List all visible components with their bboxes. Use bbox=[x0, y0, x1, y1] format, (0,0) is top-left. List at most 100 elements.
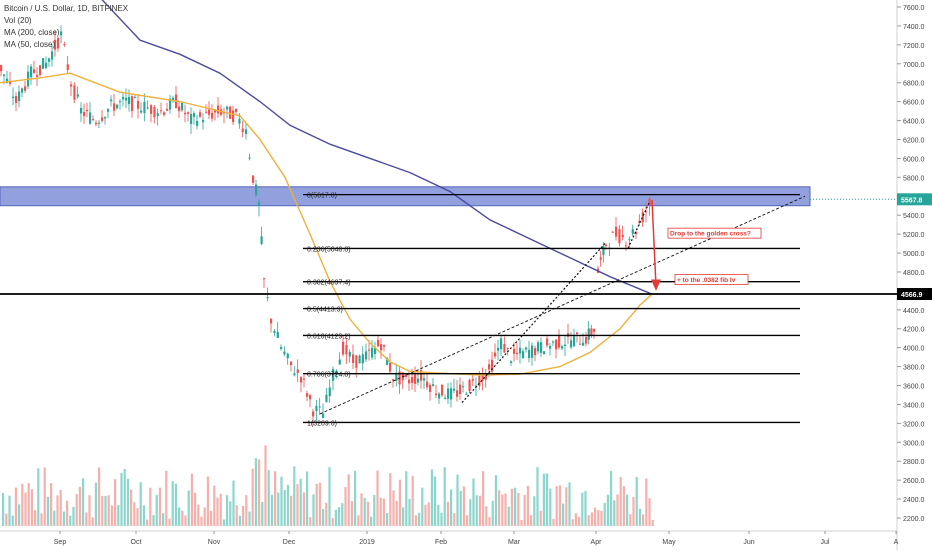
volume-bar bbox=[485, 506, 488, 526]
candle-body bbox=[217, 105, 220, 114]
candle-body bbox=[107, 109, 110, 112]
candle-body bbox=[450, 388, 453, 400]
candle-body bbox=[113, 103, 116, 111]
candle-body bbox=[546, 338, 549, 346]
candle-body bbox=[465, 393, 468, 395]
volume-bar bbox=[53, 510, 56, 526]
volume-bar bbox=[78, 486, 81, 526]
volume-bar bbox=[530, 515, 533, 526]
candle-body bbox=[260, 236, 263, 244]
volume-bar bbox=[434, 476, 437, 526]
candle-body bbox=[6, 78, 9, 83]
price-tick-label: 3800.0 bbox=[903, 365, 925, 372]
candle-body bbox=[199, 112, 202, 117]
candle-body bbox=[110, 99, 113, 102]
candle-body bbox=[60, 31, 63, 36]
candle-body bbox=[116, 104, 119, 109]
volume-bar bbox=[8, 495, 11, 526]
volume-bar bbox=[366, 501, 369, 526]
indicator-volume[interactable]: Vol (20) bbox=[4, 16, 32, 25]
candle-body bbox=[365, 351, 368, 360]
candle-body bbox=[587, 328, 590, 340]
volume-bar bbox=[37, 468, 40, 526]
candle-body bbox=[18, 91, 21, 101]
candle-body bbox=[423, 378, 426, 381]
candle-body bbox=[411, 376, 414, 383]
candle-body bbox=[570, 340, 573, 348]
volume-bar bbox=[606, 494, 609, 526]
candle-body bbox=[383, 345, 386, 347]
volume-bar bbox=[498, 490, 501, 526]
volume-bar bbox=[376, 470, 379, 526]
price-tick-label: 3200.0 bbox=[903, 421, 925, 428]
volume-bar bbox=[293, 466, 296, 526]
price-tick-label: 3400.0 bbox=[903, 402, 925, 409]
candle-body bbox=[522, 351, 525, 359]
volume-bar bbox=[558, 485, 561, 526]
price-tick-label: 5000.0 bbox=[903, 251, 925, 258]
candle-body bbox=[54, 39, 57, 50]
volume-bar bbox=[549, 488, 552, 526]
candle-body bbox=[178, 106, 181, 112]
candle-body bbox=[263, 278, 266, 280]
candle-body bbox=[355, 355, 358, 368]
volume-bar bbox=[581, 492, 584, 526]
volume-bar bbox=[146, 519, 149, 526]
price-tick-label: 7600.0 bbox=[903, 5, 925, 12]
candle-body bbox=[342, 341, 345, 355]
volume-bar bbox=[203, 507, 206, 526]
candle-body bbox=[89, 112, 92, 124]
volume-bar bbox=[395, 501, 398, 526]
volume-bar bbox=[437, 504, 440, 526]
volume-bar bbox=[622, 486, 625, 526]
candle-body bbox=[66, 64, 69, 71]
candle-body bbox=[358, 355, 361, 364]
time-tick-label: Sep bbox=[54, 539, 67, 546]
volume-bar bbox=[226, 495, 229, 526]
volume-bar bbox=[594, 507, 597, 526]
volume-bar bbox=[360, 493, 363, 526]
volume-bar bbox=[309, 517, 312, 526]
volume-bar bbox=[478, 495, 481, 526]
volume-bar bbox=[475, 495, 478, 526]
fib-level-label: 0.618(4129.2) bbox=[307, 333, 351, 340]
indicator-ma50[interactable]: MA (50, close) bbox=[4, 40, 56, 49]
candle-body bbox=[453, 388, 456, 391]
candle-body bbox=[380, 344, 383, 351]
symbol-title: Bitcoin / U.S. Dollar, 1D, BITFINEX bbox=[4, 4, 129, 13]
volume-bar bbox=[318, 482, 321, 526]
drop-arrow-head bbox=[651, 279, 661, 291]
volume-bar bbox=[450, 489, 453, 526]
volume-bar bbox=[354, 470, 357, 526]
annotation-text-1: Drop to the golden cross? bbox=[670, 231, 751, 238]
candle-body bbox=[506, 347, 509, 349]
candle-body bbox=[585, 336, 588, 344]
volume-bar bbox=[411, 475, 414, 526]
volume-bar bbox=[66, 500, 69, 526]
candle-body bbox=[590, 328, 593, 335]
candle-body bbox=[537, 342, 540, 352]
volume-bar bbox=[453, 513, 456, 526]
candle-body bbox=[377, 339, 380, 347]
candle-body bbox=[582, 342, 585, 346]
volume-bar bbox=[427, 502, 430, 526]
volume-bar bbox=[178, 507, 181, 526]
volume-bar bbox=[149, 487, 152, 526]
indicator-ma200[interactable]: MA (200, close) bbox=[4, 28, 60, 37]
candle-body bbox=[137, 101, 140, 109]
price-tick-label: 5200.0 bbox=[903, 232, 925, 239]
candle-body bbox=[73, 85, 76, 100]
candle-body bbox=[447, 388, 450, 399]
candle-body bbox=[478, 375, 481, 386]
candle-body bbox=[70, 84, 73, 87]
price-tick-label: 2600.0 bbox=[903, 478, 925, 485]
candle-body bbox=[638, 220, 641, 224]
volume-bar bbox=[392, 490, 395, 526]
volume-bar bbox=[5, 513, 8, 526]
candle-body bbox=[516, 352, 519, 355]
candle-body bbox=[252, 175, 255, 183]
volume-bar bbox=[526, 485, 529, 526]
volume-bar bbox=[408, 498, 411, 526]
